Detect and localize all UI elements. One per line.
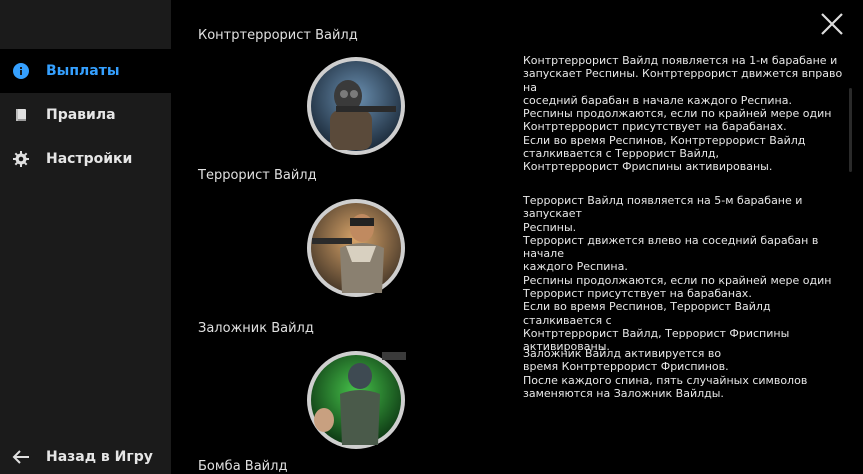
section-description: Заложник Вайлд активируется во время Кон…: [523, 347, 808, 400]
payouts-content: [171, 0, 863, 474]
back-label: Назад в Игру: [46, 449, 153, 465]
nav-item-label: Настройки: [46, 151, 133, 167]
section-description: Контртеррорист Вайлд появляется на 1-м б…: [523, 54, 843, 174]
section-description: Террорист Вайлд появляется на 5-м бараба…: [523, 194, 832, 354]
back-to-game-button[interactable]: Назад в Игру: [0, 435, 171, 474]
terrorist-wild-symbol: [306, 198, 406, 298]
nav-item-payouts[interactable]: Выплаты: [0, 49, 171, 93]
arrow-left-icon: [12, 448, 30, 466]
nav-item-label: Правила: [46, 107, 116, 123]
close-button[interactable]: [820, 12, 844, 36]
info-icon: [12, 62, 30, 80]
gear-icon: [12, 150, 30, 168]
nav-item-rules[interactable]: Правила: [0, 93, 171, 137]
nav-item-label: Выплаты: [46, 63, 120, 79]
book-icon: [12, 106, 30, 124]
section-title: Террорист Вайлд: [198, 168, 317, 183]
sidebar: Выплаты Правила Настройки Наза: [0, 0, 171, 474]
nav-item-settings[interactable]: Настройки: [0, 137, 171, 181]
counter-terrorist-wild-symbol: [306, 56, 406, 156]
scrollbar[interactable]: [849, 88, 852, 172]
section-title: Бомба Вайлд: [198, 459, 288, 474]
section-title: Заложник Вайлд: [198, 321, 314, 336]
close-icon: [821, 13, 843, 35]
hostage-wild-symbol: [306, 350, 406, 450]
section-title: Контртеррорист Вайлд: [198, 28, 358, 43]
